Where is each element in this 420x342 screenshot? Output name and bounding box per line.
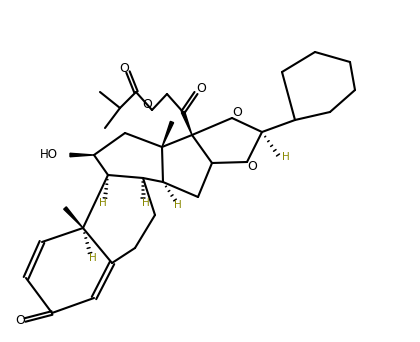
Text: HO: HO (40, 148, 58, 161)
Polygon shape (64, 207, 83, 228)
Text: O: O (196, 81, 206, 94)
Text: H: H (89, 253, 97, 263)
Text: O: O (232, 105, 242, 118)
Text: O: O (247, 160, 257, 173)
Polygon shape (162, 121, 173, 147)
Polygon shape (70, 153, 94, 157)
Text: O: O (119, 62, 129, 75)
Polygon shape (181, 111, 192, 135)
Text: H: H (142, 198, 150, 208)
Text: H: H (99, 198, 107, 208)
Text: O: O (142, 97, 152, 110)
Text: O: O (15, 314, 25, 327)
Text: H: H (174, 200, 182, 210)
Text: H: H (282, 152, 290, 162)
